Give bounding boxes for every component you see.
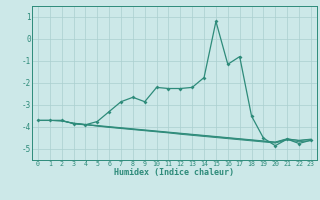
X-axis label: Humidex (Indice chaleur): Humidex (Indice chaleur) [115, 168, 234, 178]
